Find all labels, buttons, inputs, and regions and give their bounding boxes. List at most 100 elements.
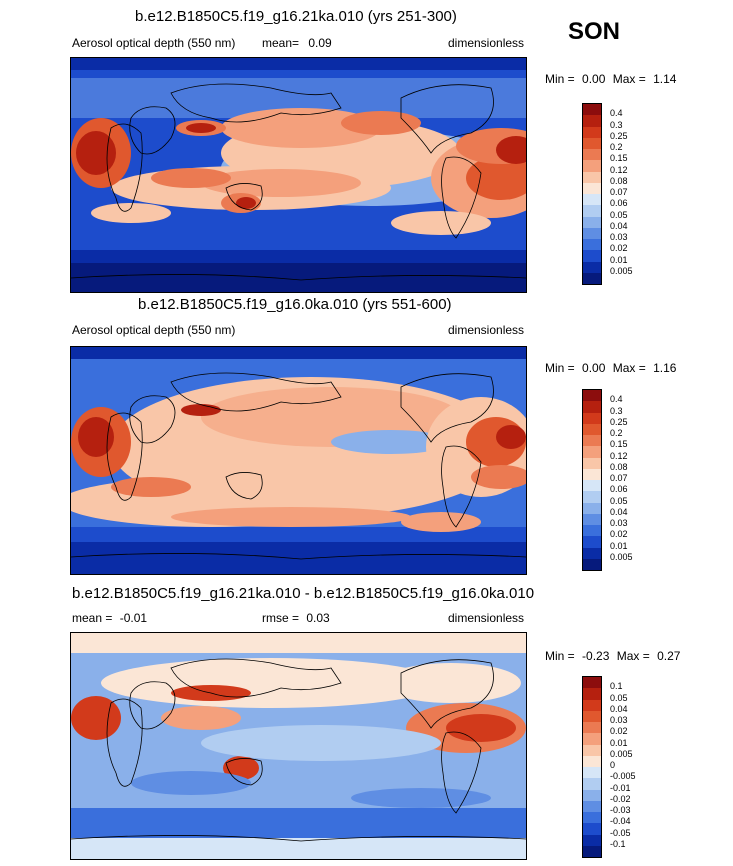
colorbar-label: 0.25	[610, 130, 628, 141]
panel3-rmse-label: rmse =	[262, 611, 300, 625]
panel1-units: dimensionless	[448, 36, 525, 50]
colorbar-cell	[583, 182, 601, 194]
colorbar-cell	[583, 435, 601, 447]
colorbar-label: 0.08	[610, 175, 628, 186]
panel3-colorbar	[582, 676, 602, 858]
colorbar-label: 0.3	[610, 405, 623, 416]
colorbar-label: 0.07	[610, 473, 628, 483]
panel1-mean: mean= 0.09	[262, 36, 332, 50]
colorbar-label: 0.01	[610, 737, 628, 748]
colorbar-label: 0.01	[610, 254, 628, 265]
colorbar-cell	[583, 823, 601, 835]
colorbar-cell	[583, 104, 601, 116]
colorbar-label: 0.01	[610, 540, 628, 551]
colorbar-label: 0.04	[610, 703, 628, 714]
panel3-max-label: Max =	[616, 649, 650, 663]
colorbar-cell	[583, 171, 601, 183]
colorbar-label: 0.04	[610, 506, 628, 517]
colorbar-label: 0.05	[610, 209, 628, 220]
colorbar-cell	[583, 261, 601, 273]
panel1-title: b.e12.B1850C5.f19_g16.21ka.010 (yrs 251-…	[135, 8, 457, 25]
colorbar-cell	[583, 834, 601, 846]
colorbar-cell	[583, 205, 601, 217]
colorbar-label: 0.02	[610, 726, 628, 737]
colorbar-cell	[583, 137, 601, 149]
panel3-title: b.e12.B1850C5.f19_g16.21ka.010 - b.e12.B…	[72, 585, 535, 602]
colorbar-label: 0.1	[610, 681, 623, 692]
colorbar-label: 0.06	[610, 484, 628, 495]
colorbar-cell	[583, 722, 601, 734]
colorbar-label: -0.01	[610, 782, 631, 793]
colorbar-cell	[583, 194, 601, 206]
colorbar-label: -0.02	[610, 793, 631, 804]
colorbar-cell	[583, 390, 601, 402]
colorbar-cell	[583, 513, 601, 525]
panel3-max-value: 0.27	[657, 649, 681, 663]
colorbar-cell	[583, 547, 601, 559]
panel3-mean: mean = -0.01	[72, 611, 147, 625]
panel3-rmse: rmse = 0.03	[262, 611, 330, 625]
colorbar-label: 0.06	[610, 198, 628, 209]
colorbar-cell	[583, 446, 601, 458]
colorbar-cell	[583, 699, 601, 711]
colorbar-label: 0.005	[610, 551, 633, 562]
panel2-minmax: Min = 0.00 Max = 1.16	[545, 361, 676, 375]
colorbar-label: 0.12	[610, 164, 628, 175]
colorbar-cell	[583, 216, 601, 228]
panel2-units: dimensionless	[448, 323, 525, 337]
colorbar-cell	[583, 227, 601, 239]
panel1-max-label: Max =	[612, 72, 646, 86]
colorbar-label: 0.15	[610, 439, 628, 450]
panel1-min-label: Min =	[545, 72, 575, 86]
colorbar-cell	[583, 468, 601, 480]
colorbar-label: -0.05	[610, 827, 631, 838]
colorbar-cell	[583, 744, 601, 756]
colorbar-cell	[583, 778, 601, 790]
colorbar-label: 0.005	[610, 265, 633, 276]
colorbar-cell	[583, 250, 601, 262]
colorbar-cell	[583, 412, 601, 424]
colorbar-cell	[583, 423, 601, 435]
colorbar-cell	[583, 812, 601, 824]
colorbar-label: -0.03	[610, 805, 631, 815]
panel1-map-svg	[71, 58, 526, 292]
colorbar-cell	[583, 800, 601, 812]
colorbar-label: 0.12	[610, 450, 628, 461]
colorbar-cell	[583, 502, 601, 514]
panel2-title: b.e12.B1850C5.f19_g16.0ka.010 (yrs 551-6…	[138, 296, 452, 313]
season-label: SON	[568, 18, 621, 45]
colorbar-label: 0.2	[610, 142, 623, 152]
colorbar-label: 0	[610, 760, 616, 770]
colorbar-cell	[583, 525, 601, 537]
panel1-colorbar	[582, 103, 602, 285]
panel2-min-value: 0.00	[582, 361, 606, 375]
panel2-map-svg	[71, 347, 526, 574]
colorbar-label: 0.4	[610, 394, 623, 405]
panel2-colorbar	[582, 389, 602, 571]
colorbar-cell	[583, 536, 601, 548]
colorbar-cell	[583, 845, 601, 857]
panel2-variable: Aerosol optical depth (550 nm)	[72, 323, 236, 337]
colorbar-cell	[583, 491, 601, 503]
colorbar-label: 0.005	[610, 748, 633, 759]
panel3-mean-value: -0.01	[119, 611, 148, 625]
colorbar-label: 0.02	[610, 243, 628, 254]
colorbar-cell	[583, 149, 601, 161]
colorbar-cell	[583, 126, 601, 138]
panel1-map	[70, 57, 527, 293]
colorbar-cell	[583, 480, 601, 492]
colorbar-cell	[583, 733, 601, 745]
colorbar-label: 0.05	[610, 692, 628, 703]
colorbar-cell	[583, 160, 601, 172]
colorbar-label: 0.03	[610, 715, 628, 725]
colorbar-cell	[583, 239, 601, 251]
colorbar-cell	[583, 272, 601, 284]
colorbar-label: 0.3	[610, 119, 623, 130]
colorbar-label: 0.03	[610, 232, 628, 242]
colorbar-label: 0.03	[610, 518, 628, 528]
colorbar-label: 0.4	[610, 108, 623, 119]
colorbar-cell	[583, 457, 601, 469]
colorbar-cell	[583, 710, 601, 722]
panel1-mean-value: 0.09	[308, 36, 332, 50]
colorbar-cell	[583, 558, 601, 570]
